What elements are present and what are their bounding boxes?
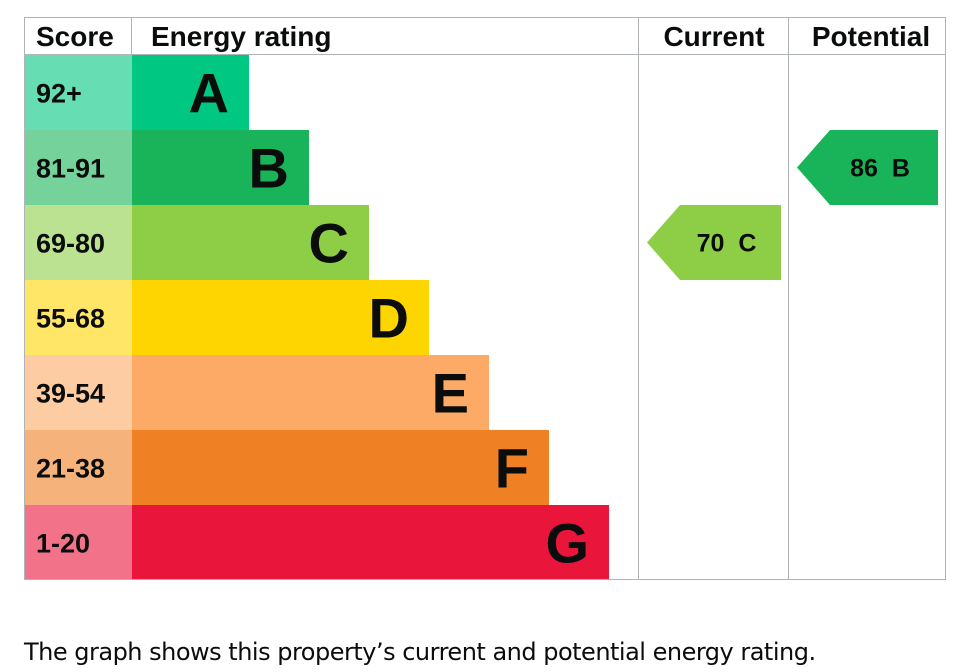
- band-bar-d: [132, 280, 429, 355]
- band-letter-b: B: [249, 137, 289, 200]
- band-bar-e: [132, 355, 489, 430]
- band-bar-b: [132, 130, 309, 205]
- header-current: Current: [663, 21, 764, 52]
- score-range-e: 39-54: [36, 379, 105, 409]
- column-headers: Score Energy rating Current Potential: [36, 21, 930, 52]
- header-energy-rating: Energy rating: [151, 21, 331, 52]
- score-cell-a: [25, 55, 132, 130]
- score-range-f: 21-38: [36, 454, 105, 484]
- score-range-a: 92+: [36, 79, 82, 109]
- potential-rating-label: 86 B: [850, 155, 910, 183]
- score-range-d: 55-68: [36, 304, 105, 334]
- band-bar-g: [132, 505, 609, 580]
- header-potential: Potential: [812, 21, 930, 52]
- band-letter-g: G: [545, 512, 589, 575]
- current-rating-arrow: [647, 205, 781, 280]
- chart-caption: The graph shows this property’s current …: [24, 638, 816, 666]
- score-range-b: 81-91: [36, 154, 105, 184]
- band-letter-d: D: [369, 287, 409, 350]
- band-letter-f: F: [495, 437, 529, 500]
- score-cell-d: [25, 280, 132, 355]
- band-bar-f: [132, 430, 549, 505]
- band-letter-e: E: [432, 362, 469, 425]
- potential-rating-arrow: [797, 130, 938, 205]
- score-range-g: 1-20: [36, 529, 90, 559]
- score-cell-f: [25, 430, 132, 505]
- band-bar-c: [132, 205, 369, 280]
- score-cell-b: [25, 130, 132, 205]
- header-score: Score: [36, 21, 114, 52]
- band-bar-a: [132, 55, 249, 130]
- rating-bands: 92+ A 81-91 B 69-80 C 55-68 D 39-54 E 21-38 F 1-20 G: [25, 55, 609, 580]
- band-letter-a: A: [189, 62, 229, 125]
- potential-rating-value: 86: [850, 155, 878, 183]
- energy-rating-chart: 92+ A81-91 B69-80 C55-68 D39-54 E21-38 F1-20 G …: [24, 17, 946, 580]
- rating-arrows: 70 C 86 B: [647, 130, 938, 280]
- score-cell-e: [25, 355, 132, 430]
- chart-grid: [24, 17, 946, 580]
- band-letter-c: C: [309, 212, 349, 275]
- chart-border: [24, 17, 946, 580]
- score-range-c: 69-80: [36, 229, 105, 259]
- current-rating-letter: C: [738, 230, 756, 258]
- current-rating-value: 70: [697, 230, 725, 258]
- current-rating-label: 70 C: [697, 230, 757, 258]
- potential-rating-letter: B: [892, 155, 910, 183]
- score-cell-c: [25, 205, 132, 280]
- score-cell-g: [25, 505, 132, 580]
